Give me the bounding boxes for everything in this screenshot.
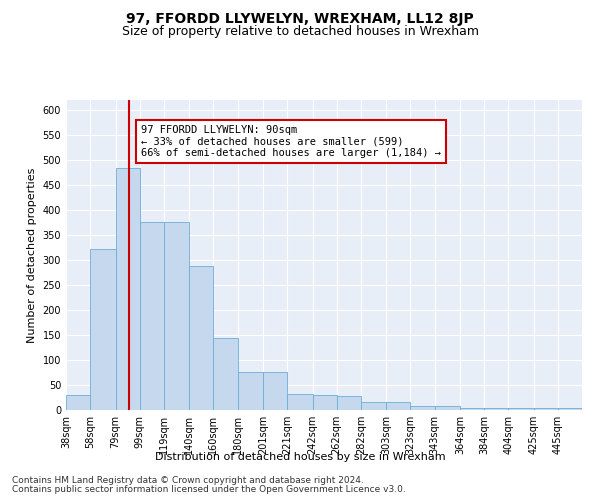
Text: Size of property relative to detached houses in Wrexham: Size of property relative to detached ho… [121, 25, 479, 38]
Text: 97, FFORDD LLYWELYN, WREXHAM, LL12 8JP: 97, FFORDD LLYWELYN, WREXHAM, LL12 8JP [126, 12, 474, 26]
Bar [116, 168, 140, 410]
Bar [337, 396, 361, 410]
Bar [287, 394, 313, 410]
Bar [410, 406, 434, 410]
Bar [484, 408, 508, 410]
Bar [313, 395, 337, 410]
Text: Contains public sector information licensed under the Open Government Licence v3: Contains public sector information licen… [12, 485, 406, 494]
Bar [164, 222, 189, 410]
Text: Contains HM Land Registry data © Crown copyright and database right 2024.: Contains HM Land Registry data © Crown c… [12, 476, 364, 485]
Bar [460, 408, 484, 410]
Bar [361, 402, 386, 410]
Bar [66, 395, 90, 410]
Bar [214, 338, 238, 410]
Text: Distribution of detached houses by size in Wrexham: Distribution of detached houses by size … [155, 452, 445, 462]
Bar [508, 408, 533, 410]
Bar [140, 222, 164, 410]
Bar [533, 408, 558, 410]
Text: 97 FFORDD LLYWELYN: 90sqm
← 33% of detached houses are smaller (599)
66% of semi: 97 FFORDD LLYWELYN: 90sqm ← 33% of detac… [141, 125, 441, 158]
Bar [263, 372, 287, 410]
Bar [558, 408, 582, 410]
Bar [238, 372, 263, 410]
Bar [386, 402, 410, 410]
Bar [90, 249, 116, 410]
Bar [434, 406, 460, 410]
Bar [189, 266, 214, 410]
Y-axis label: Number of detached properties: Number of detached properties [27, 168, 37, 342]
